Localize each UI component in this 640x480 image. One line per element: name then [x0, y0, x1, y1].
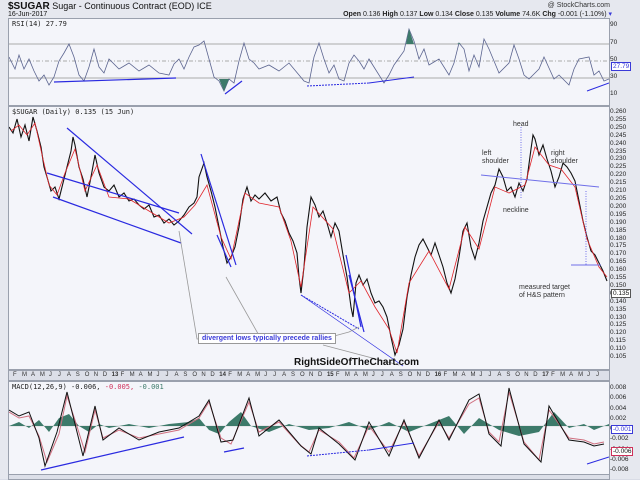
- x-axis-label: J: [57, 372, 61, 378]
- x-axis-label: J: [587, 372, 591, 378]
- macd-current-tag: -0.006: [611, 447, 634, 456]
- x-axis-label: N: [201, 372, 206, 378]
- credit: @ StockCharts.com: [547, 2, 610, 9]
- x-axis-label: O: [515, 372, 520, 378]
- quote-bar: Open 0.136 High 0.137 Low 0.134 Close 0.…: [343, 11, 612, 18]
- x-axis-label: M: [470, 372, 476, 378]
- x-axis-label: A: [389, 372, 394, 378]
- x-axis-label: 16: [434, 372, 442, 378]
- x-axis-label: F: [13, 372, 17, 378]
- x-axis-label: M: [255, 372, 261, 378]
- rsi-label: RSI(14) 27.79: [12, 20, 67, 28]
- macd-label: MACD(12,26,9) -0.006, -0.005, -0.001: [12, 383, 164, 391]
- x-axis-label: J: [488, 372, 492, 378]
- x-axis-label: F: [335, 372, 340, 378]
- x-axis-label: A: [353, 372, 358, 378]
- x-axis-label: D: [425, 372, 430, 378]
- rsi-plot: [9, 27, 609, 95]
- x-axis-label: F: [120, 372, 125, 378]
- x-axis-label: J: [479, 372, 483, 378]
- x-axis-label: S: [398, 372, 403, 378]
- x-axis-label: A: [174, 372, 179, 378]
- x-axis-label: A: [30, 372, 35, 378]
- x-axis-label: 15: [326, 372, 334, 378]
- x-axis-label: F: [228, 372, 232, 378]
- rsi-panel: RSI(14) 27.79: [8, 18, 610, 106]
- x-axis-label: A: [461, 372, 466, 378]
- divergence-callout: divergent lows typically precede rallies: [198, 333, 336, 344]
- x-axis-label: M: [344, 372, 350, 378]
- macd-panel: MACD(12,26,9) -0.006, -0.005, -0.001: [8, 381, 610, 475]
- x-axis-label: F: [551, 372, 555, 378]
- x-axis-label: D: [210, 372, 215, 378]
- chart-title: $SUGAR Sugar - Continuous Contract (EOD)…: [8, 1, 212, 12]
- x-axis-label: 13: [111, 372, 119, 378]
- annotation-right-shoulder: right shoulder: [551, 150, 578, 165]
- x-axis-label: M: [39, 372, 45, 378]
- x-axis-label: A: [497, 372, 502, 378]
- macd-plot: [9, 387, 609, 471]
- x-axis-label: A: [569, 372, 574, 378]
- x-axis-label: M: [237, 372, 243, 378]
- price-ticks: 0.260 0.255 0.250 0.245 0.240 0.235 0.230 0.225…: [610, 108, 627, 361]
- x-axis-label: M: [452, 372, 458, 378]
- x-axis-label: A: [138, 372, 143, 378]
- x-axis-label: A: [66, 372, 71, 378]
- x-axis-label: D: [317, 372, 323, 378]
- x-axis-label: O: [84, 372, 90, 378]
- watermark: RightSideOfTheChart.com: [294, 357, 420, 368]
- chart-date: 16-Jun-2017: [8, 11, 48, 18]
- x-axis-label: N: [416, 372, 421, 378]
- x-axis-bottom: [8, 474, 610, 480]
- x-axis-label: M: [129, 372, 135, 378]
- x-axis-label: J: [380, 372, 384, 378]
- x-axis-label: M: [560, 372, 566, 378]
- rsi-current-tag: 27.79: [611, 62, 632, 71]
- annotation-head: head: [513, 121, 529, 128]
- price-label: $SUGAR (Daily) 0.135 (15 Jun): [12, 108, 135, 116]
- x-axis-label: M: [21, 372, 27, 378]
- x-axis-label: J: [371, 372, 375, 378]
- annotation-left-shoulder: left shoulder: [482, 150, 509, 165]
- x-axis-label: J: [273, 372, 277, 378]
- x-axis-label: O: [300, 372, 305, 378]
- x-axis-label: M: [147, 372, 153, 378]
- x-axis-label: J: [596, 372, 600, 378]
- annotation-neckline: neckline: [503, 207, 529, 214]
- x-axis-label: D: [102, 372, 108, 378]
- x-axis-label: N: [524, 372, 529, 378]
- x-axis-label: J: [165, 372, 169, 378]
- dropdown-icon[interactable]: ▾: [608, 11, 612, 18]
- x-axis-label: A: [282, 372, 287, 378]
- annotation-target: measured target of H&S pattern: [519, 284, 570, 299]
- x-axis-label: N: [309, 372, 314, 378]
- price-current-tag: 0.135: [611, 289, 632, 298]
- x-axis-label: S: [75, 372, 80, 378]
- price-axis: 0.260 0.255 0.250 0.245 0.240 0.235 0.230 0.225…: [610, 106, 640, 368]
- x-axis: F M A M J J A S O N D 13 F M A M J J A S O N D 14 F M A M J J A S O N D 15 F…: [8, 370, 610, 381]
- x-axis-label: J: [156, 372, 160, 378]
- x-axis-label: J: [48, 372, 52, 378]
- symbol: $SUGAR: [8, 1, 50, 12]
- macd-hist-tag: -0.001: [611, 425, 634, 434]
- x-axis-label: 14: [219, 372, 226, 378]
- x-axis-label: M: [578, 372, 584, 378]
- x-axis-label: O: [192, 372, 198, 378]
- price-panel: $SUGAR (Daily) 0.135 (15 Jun): [8, 106, 610, 370]
- x-axis-label: S: [506, 372, 511, 378]
- x-axis-label: O: [407, 372, 413, 378]
- x-axis-label: N: [93, 372, 99, 378]
- rsi-axis: 90 70 50 30 10: [610, 21, 618, 97]
- x-axis-label: J: [264, 372, 268, 378]
- x-axis-label: F: [443, 372, 448, 378]
- x-axis-label: D: [533, 372, 538, 378]
- price-plot: [9, 116, 608, 367]
- x-axis-label: S: [291, 372, 296, 378]
- x-axis-label: 17: [542, 372, 549, 378]
- x-axis-label: A: [246, 372, 251, 378]
- instrument-name: Sugar - Continuous Contract (EOD) ICE: [52, 1, 212, 11]
- x-axis-label: S: [183, 372, 188, 378]
- x-axis-label: M: [362, 372, 368, 378]
